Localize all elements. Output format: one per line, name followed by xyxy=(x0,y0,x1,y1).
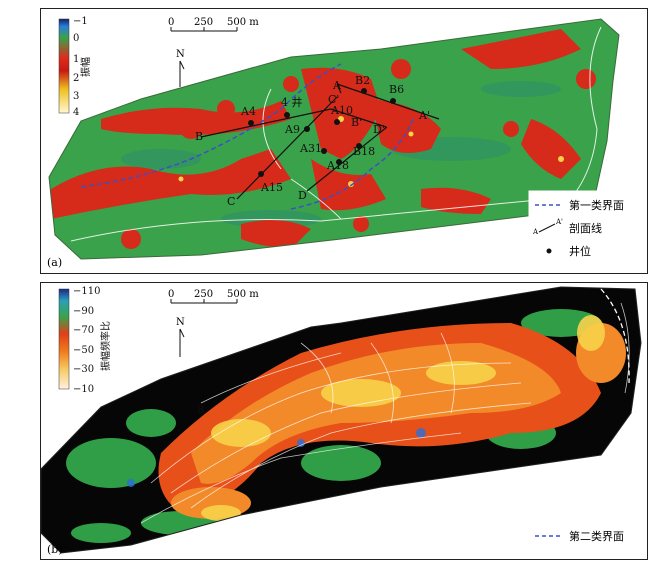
section-end-a: A xyxy=(332,79,342,92)
section-lines xyxy=(200,83,440,200)
north-arrow: N xyxy=(176,49,185,87)
colorbar-tick-m70: −70 xyxy=(73,325,94,336)
well-markers xyxy=(248,88,396,177)
legend-section-icon-a: A xyxy=(532,228,539,236)
colorbar-tick-m110: −110 xyxy=(73,286,100,297)
panel-b-ratio-map: B −110 −90 −70 −50 −30 −10 振幅频率比 0 250 5… xyxy=(40,282,648,560)
legend-boundary2-label: 第二类界面 xyxy=(569,529,624,543)
well-a18 xyxy=(336,159,342,165)
section-end-c-prime: C' xyxy=(328,93,339,106)
legend-a: 第一类界面 A A' 剖面线 井位 xyxy=(528,190,644,266)
colorbar-title-ratio: 振幅频率比 xyxy=(99,321,112,371)
well-a4 xyxy=(248,120,254,126)
well-label-a10: A10 xyxy=(330,104,353,117)
section-end-b: B xyxy=(195,130,203,143)
well-tag-b: B xyxy=(197,405,204,416)
well-a10 xyxy=(334,119,340,125)
well-label-a15: A15 xyxy=(260,181,283,194)
boundary-class1-line xyxy=(80,63,414,210)
colorbar-amplitude xyxy=(58,18,70,114)
well-label-4: 4 井 xyxy=(281,95,303,109)
section-line-bb-east xyxy=(330,108,387,128)
scale-bar-b: 0 250 500 m xyxy=(168,289,259,304)
scale-tick-0: 0 xyxy=(168,17,174,28)
well-label-b2: B2 xyxy=(355,74,370,87)
field-outline-b xyxy=(41,286,642,554)
colorbar-ratio xyxy=(58,288,70,390)
legend-section-icon-a2: A' xyxy=(555,218,563,226)
colorbar-title-amplitude: 振幅 xyxy=(79,57,92,77)
section-end-d-prime: D' xyxy=(373,123,385,136)
section-end-a-prime: A' xyxy=(418,109,430,122)
scale-tick-250: 250 xyxy=(194,17,213,28)
well-label-a9: A9 xyxy=(284,123,300,136)
ratio-field xyxy=(41,287,641,553)
north-arrow-b: N xyxy=(176,317,185,357)
colorbar-tick-0: 0 xyxy=(73,33,79,44)
legend-section-swatch xyxy=(538,223,556,233)
legend-section-label: 剖面线 xyxy=(569,221,602,235)
section-line-bb xyxy=(200,108,332,138)
colorbar-tick-1: 1 xyxy=(73,54,79,65)
well-label-a18: A18 xyxy=(326,159,349,172)
scale-b-tick-250: 250 xyxy=(194,289,213,300)
scale-b-tick-500: 500 m xyxy=(227,289,259,300)
panel-b-label: (b) xyxy=(47,543,63,556)
legend-well-label: 井位 xyxy=(569,244,591,258)
amplitude-field xyxy=(49,19,619,259)
ratio-map-svg: B −110 −90 −70 −50 −30 −10 振幅频率比 0 250 5… xyxy=(41,286,643,556)
colorbar-tick-m50: −50 xyxy=(73,345,94,356)
section-line-cc xyxy=(236,96,338,200)
well-label-b18: B18 xyxy=(353,145,375,158)
well-4 xyxy=(284,112,290,118)
scale-tick-500: 500 m xyxy=(227,17,259,28)
well-b6 xyxy=(390,98,396,104)
well-a31 xyxy=(321,148,327,154)
section-end-d: D xyxy=(298,189,307,202)
section-line-dd xyxy=(306,126,388,192)
well-label-b6: B6 xyxy=(389,83,404,96)
legend-boundary1-label: 第一类界面 xyxy=(569,198,624,212)
section-end-b-prime: B' xyxy=(351,116,362,129)
field-outline xyxy=(48,18,620,260)
well-b18 xyxy=(356,143,362,149)
colorbar-tick-2: 2 xyxy=(73,73,79,84)
panel-a-amplitude-map: A4 4 井 A9 A10 A31 A15 A18 B2 B6 B18 A A'… xyxy=(40,8,648,274)
section-line-aa xyxy=(336,83,440,120)
colorbar-tick-m10: −10 xyxy=(73,384,94,395)
section-end-c: C xyxy=(227,195,235,208)
well-label-a4: A4 xyxy=(240,105,256,118)
well-a15 xyxy=(258,171,264,177)
colorbar-tick-3: 3 xyxy=(73,91,79,102)
scale-b-tick-0: 0 xyxy=(168,289,174,300)
north-label-b: N xyxy=(176,317,185,328)
colorbar-tick-m90: −90 xyxy=(73,306,94,317)
north-label: N xyxy=(176,49,185,60)
legend-b: 第二类界面 xyxy=(529,521,643,547)
colorbar-tick-m30: −30 xyxy=(73,364,94,375)
well-a9 xyxy=(304,126,310,132)
section-line-a-tick xyxy=(336,83,342,94)
boundary-class2-line xyxy=(600,288,630,384)
legend-well-swatch xyxy=(546,248,552,254)
well-label-a31: A31 xyxy=(299,142,322,155)
panel-a-label: (a) xyxy=(47,256,62,269)
colorbar-tick-4: 4 xyxy=(73,107,79,118)
colorbar-tick-m1: −1 xyxy=(73,16,88,27)
well-b2 xyxy=(361,88,367,94)
scale-bar: 0 250 500 m xyxy=(168,17,259,32)
amplitude-map-svg: A4 4 井 A9 A10 A31 A15 A18 B2 B6 B18 A A'… xyxy=(47,16,644,269)
